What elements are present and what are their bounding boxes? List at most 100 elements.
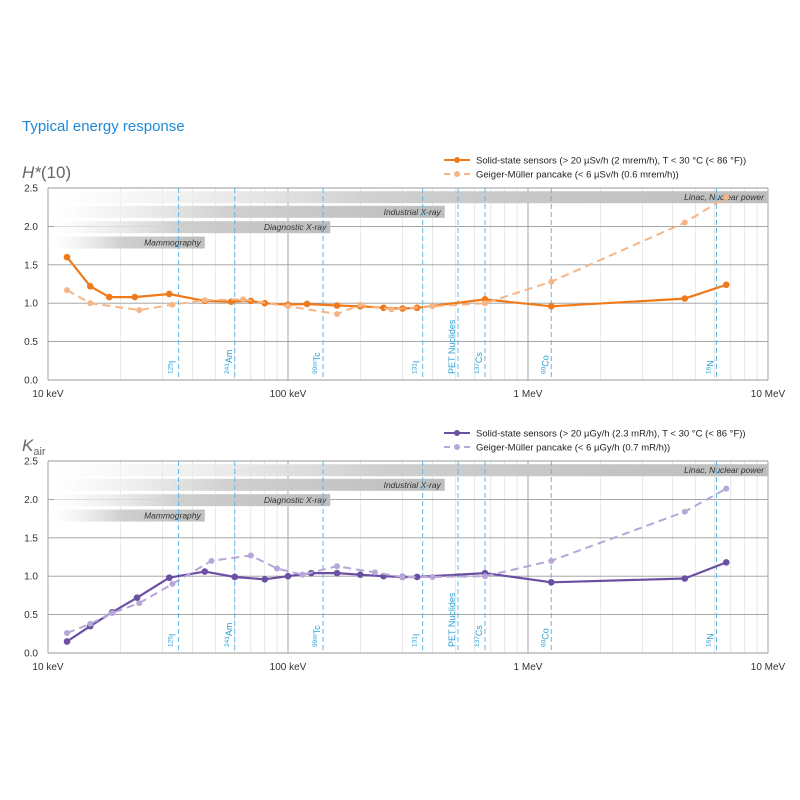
data-point (681, 219, 688, 226)
application-band-label: Industrial X-ray (384, 480, 442, 490)
application-band (54, 205, 445, 218)
data-point (722, 281, 730, 289)
y-tick-label: 1.0 (24, 299, 38, 310)
data-point (429, 573, 436, 580)
data-point (261, 575, 269, 583)
x-tick-label: 100 keV (270, 389, 307, 400)
x-tick-label: 1 MeV (514, 662, 543, 673)
data-point (547, 579, 555, 586)
y-tick-label: 2.5 (24, 184, 38, 195)
x-tick-label: 10 MeV (751, 662, 786, 673)
data-point (356, 571, 364, 578)
data-point (303, 300, 311, 308)
legend-label: Solid-state sensors (> 20 µSv/h (2 mrem/… (476, 156, 746, 167)
series-line-solid (66, 256, 727, 310)
data-point (371, 569, 378, 576)
nuclide-label: 60Co (540, 355, 551, 374)
data-point (240, 296, 247, 303)
legend-marker (454, 444, 460, 450)
data-point (723, 485, 730, 492)
data-point (681, 295, 689, 302)
y-tick-label: 0.0 (24, 649, 38, 660)
nuclide-label: PET Nuclides (447, 592, 457, 647)
data-point (681, 575, 689, 582)
data-point (357, 301, 364, 308)
data-point (231, 573, 239, 581)
data-point (165, 290, 173, 298)
legend-marker (454, 430, 460, 436)
nuclide-label: 137Cs (474, 352, 485, 374)
legend-label: Solid-state sensors (> 20 µGy/h (2.3 mR/… (476, 429, 746, 440)
data-point (548, 557, 555, 564)
data-point (285, 303, 291, 310)
application-band (54, 221, 331, 234)
data-point (413, 573, 421, 581)
data-point (201, 568, 209, 575)
y-tick-label: 1.5 (24, 533, 38, 544)
data-point (284, 572, 292, 580)
series-line-dashed (66, 487, 727, 634)
application-band-label: Mammography (144, 511, 201, 521)
data-point (63, 253, 71, 261)
application-band (54, 236, 205, 249)
data-point (681, 508, 688, 515)
data-point (136, 600, 143, 607)
nuclide-label: 99mTc (312, 625, 323, 647)
nuclide-label: 16N (705, 360, 716, 374)
y-tick-label: 1.0 (24, 572, 38, 583)
nuclide-label: 241Am (223, 350, 234, 374)
y-tick-label: 0.5 (24, 610, 38, 621)
application-band-label: Mammography (144, 238, 201, 248)
application-band-label: Industrial X-ray (384, 207, 442, 217)
application-band-label: Diagnostic X-ray (264, 495, 327, 505)
legend-label: Geiger-Müller pancake (< 6 µGy/h (0.7 mR… (476, 443, 670, 454)
x-tick-label: 100 keV (270, 662, 307, 673)
data-point (388, 306, 395, 313)
nuclide-label: 131I (411, 634, 422, 647)
y-tick-label: 1.5 (24, 260, 38, 271)
x-tick-label: 10 MeV (751, 389, 786, 400)
data-point (722, 559, 730, 566)
legend-label: Geiger-Müller pancake (< 6 µSv/h (0.6 mr… (476, 170, 679, 181)
data-point (87, 300, 94, 307)
y-tick-label: 0.5 (24, 337, 38, 348)
nuclide-label: 125I (167, 634, 178, 647)
application-band (54, 464, 768, 477)
nuclide-label: 125I (167, 361, 178, 374)
legend-marker (454, 157, 460, 163)
data-point (380, 304, 387, 312)
x-tick-label: 10 keV (32, 662, 63, 673)
y-tick-label: 2.5 (24, 457, 38, 468)
data-point (274, 565, 281, 572)
data-point (548, 278, 555, 285)
x-tick-label: 1 MeV (514, 389, 543, 400)
nuclide-label: 137Cs (474, 625, 485, 647)
series-line-solid (66, 561, 727, 643)
y-tick-label: 2.0 (24, 222, 38, 233)
chart-panel-1: 0.0 0.5 1.0 1.5 2.0 2.5 10 keV 100 keV 1 MeV 10 M… (22, 156, 786, 401)
nuclide-label: 99mTc (312, 352, 323, 374)
nuclide-label: 131I (411, 361, 422, 374)
data-point (208, 557, 215, 564)
data-point (333, 302, 341, 309)
data-point (482, 573, 489, 580)
application-band (54, 509, 205, 522)
nuclide-label: 241Am (223, 623, 234, 647)
nuclide-label: 16N (705, 633, 716, 647)
chart-panel-2: 0.0 0.5 1.0 1.5 2.0 2.5 10 keV 100 keV 1 MeV 10 M… (22, 429, 786, 674)
data-point (333, 310, 340, 317)
data-point (133, 594, 141, 602)
data-point (169, 580, 176, 587)
data-point (247, 552, 254, 559)
data-point (109, 610, 116, 617)
x-tick-label: 10 keV (32, 389, 63, 400)
application-band-label: Diagnostic X-ray (264, 222, 327, 232)
data-point (63, 638, 71, 645)
nuclide-label: PET Nuclides (447, 319, 457, 374)
data-point (482, 300, 489, 307)
y-tick-label: 0.0 (24, 376, 38, 387)
data-point (86, 283, 94, 290)
data-point (333, 563, 340, 570)
data-point (299, 571, 306, 578)
